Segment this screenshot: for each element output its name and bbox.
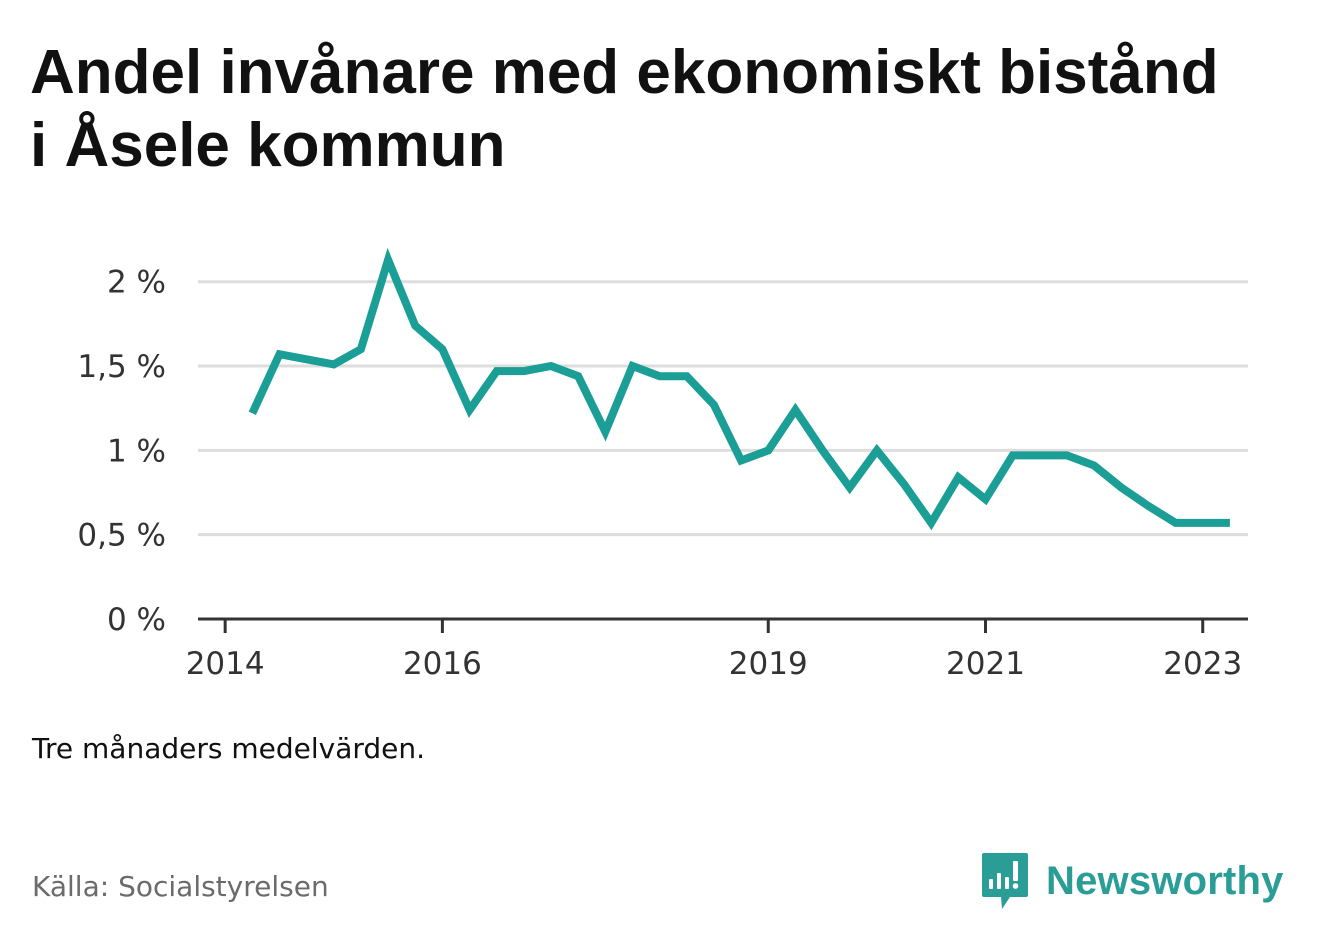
y-tick-label: 0,5 % bbox=[77, 518, 166, 554]
x-tick-label: 2023 bbox=[1163, 646, 1242, 682]
x-tick-label: 2019 bbox=[729, 646, 808, 682]
y-tick-label: 1 % bbox=[107, 433, 166, 469]
line-chart: 0 % 0,5 % 1 % 1,5 % 2 % 2014 2016 2019 2021 2023 bbox=[77, 247, 1248, 682]
brand-name: Newsworthy bbox=[1046, 858, 1284, 903]
gridlines bbox=[198, 280, 1248, 537]
source-text: Källa: Socialstyrelsen bbox=[32, 870, 329, 903]
y-tick-label: 2 % bbox=[107, 265, 166, 301]
chart-title: Andel invånare med ekonomiskt bistånd i … bbox=[30, 38, 1219, 180]
series-line bbox=[248, 247, 1230, 531]
series-group bbox=[248, 247, 1230, 531]
x-tick-label: 2016 bbox=[403, 646, 482, 682]
chart-note: Tre månaders medelvärden. bbox=[32, 732, 426, 765]
newsworthy-logo-icon bbox=[982, 853, 1028, 909]
x-axis: 2014 2016 2019 2021 2023 bbox=[186, 617, 1248, 682]
y-axis-labels: 0 % 0,5 % 1 % 1,5 % 2 % bbox=[77, 265, 166, 638]
y-tick-label: 0 % bbox=[107, 602, 166, 638]
brand-logo-group: Newsworthy bbox=[980, 850, 1284, 912]
x-tick-label: 2021 bbox=[946, 646, 1025, 682]
y-tick-label: 1,5 % bbox=[77, 349, 166, 385]
x-tick-label: 2014 bbox=[186, 646, 265, 682]
